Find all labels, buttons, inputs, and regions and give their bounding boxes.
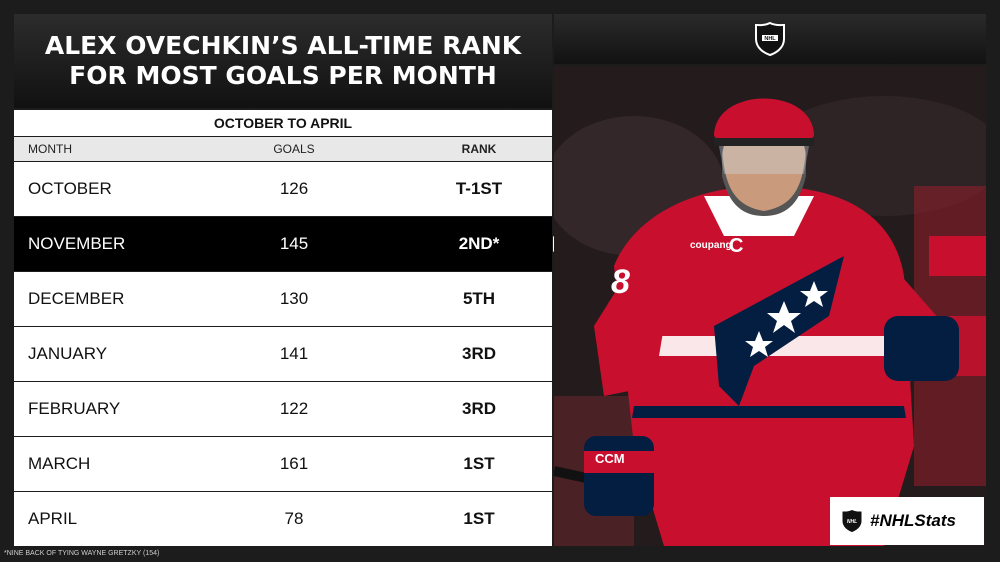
rank-cell: 1ST: [463, 454, 495, 473]
player-illustration: [554, 66, 986, 546]
rank-cell: 3RD: [461, 399, 496, 418]
svg-text:NHL: NHL: [847, 519, 857, 525]
jersey-sponsor: coupang: [690, 240, 732, 251]
goals-cell: 161: [279, 454, 309, 473]
goals-cell: 141: [279, 344, 309, 363]
rank-cell: 5TH: [462, 289, 496, 308]
month-cell: OCTOBER: [28, 179, 112, 198]
jersey-number: 8: [611, 263, 630, 301]
subtitle: OCTOBER TO APRIL: [14, 110, 552, 136]
goals-cell: 78: [284, 509, 304, 528]
month-cell: MARCH: [28, 454, 91, 473]
rank-cell: 1ST: [463, 509, 495, 528]
rank-cell: 3RD: [461, 344, 496, 363]
logo-bar: NHL: [554, 14, 986, 64]
svg-text:NHL: NHL: [764, 36, 776, 42]
rank-cell: T-1ST: [455, 179, 503, 198]
glove-brand: CCM: [595, 451, 625, 466]
player-photo: [554, 66, 986, 546]
table-row: OCTOBER 126 T-1ST: [14, 162, 552, 216]
month-cell: NOVEMBER: [28, 234, 126, 253]
table-row: JANUARY 141 3RD: [14, 327, 552, 381]
title-line-1: ALEX OVECHKIN’S ALL-TIME RANK: [44, 31, 522, 60]
hashtag: #NHLStats: [870, 511, 956, 530]
graphic-title: ALEX OVECHKIN’S ALL-TIME RANK FOR MOST G…: [14, 14, 552, 108]
month-cell: DECEMBER: [28, 289, 125, 308]
goals-cell: 145: [279, 234, 309, 253]
captain-letter: C: [729, 235, 744, 257]
month-cell: JANUARY: [28, 344, 108, 363]
table-header: MONTH GOALS RANK: [14, 137, 552, 161]
column-header-goals: GOALS: [273, 142, 315, 156]
column-header-month: MONTH: [28, 142, 72, 156]
column-header-rank: RANK: [461, 142, 497, 156]
footnote: *NINE BACK OF TYING WAYNE GRETZKY (154): [4, 550, 160, 557]
table-row-highlighted: NOVEMBER 145 2ND*: [14, 217, 552, 271]
month-cell: APRIL: [28, 509, 78, 528]
goals-cell: 126: [279, 179, 309, 198]
table-row: DECEMBER 130 5TH: [14, 272, 552, 326]
title-line-2: FOR MOST GOALS PER MONTH: [69, 61, 497, 90]
nhl-shield-icon: NHL: [842, 510, 862, 532]
month-cell: FEBRUARY: [28, 399, 121, 418]
table-row: MARCH 161 1ST: [14, 437, 552, 491]
table-body: OCTOBER 126 T-1ST NOVEMBER 145 2ND* DECE…: [14, 162, 552, 547]
goals-cell: 122: [279, 399, 309, 418]
rank-cell: 2ND*: [458, 234, 500, 253]
table-row: APRIL 78 1ST: [14, 492, 552, 546]
nhl-shield-icon: NHL: [755, 21, 785, 57]
table-row: FEBRUARY 122 3RD: [14, 382, 552, 436]
nhlstats-tag: NHL #NHLStats: [830, 497, 984, 545]
goals-cell: 130: [279, 289, 309, 308]
